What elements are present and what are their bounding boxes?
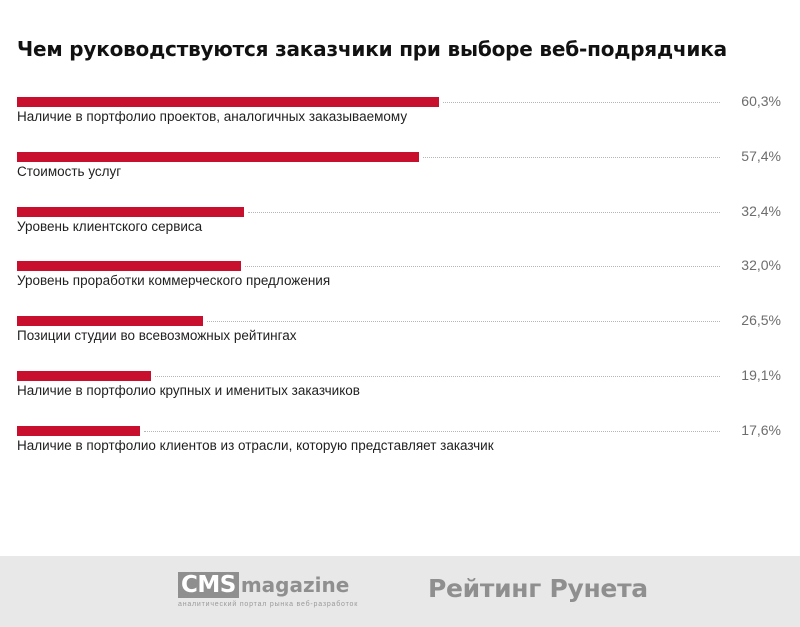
bar-leader-line: [247, 211, 720, 213]
bar-value-label: 17,6%: [741, 421, 781, 438]
cms-logo-word: magazine: [240, 573, 350, 597]
category-label: Уровень проработки коммерческого предлож…: [17, 273, 331, 289]
bar-leader-line: [245, 266, 720, 268]
bar: [17, 151, 419, 162]
category-label: Уровень клиентского сервиса: [17, 218, 203, 234]
footer: CMS magazine аналитический портал рынка в…: [0, 556, 800, 627]
bar: [17, 371, 151, 381]
rating-runeta-logo[interactable]: Рейтинг Рунета: [428, 574, 648, 603]
category-label: Стоимость услуг: [17, 163, 122, 179]
bar-leader-line: [206, 321, 720, 323]
bar-leader-line: [443, 102, 720, 103]
bar: [17, 316, 203, 327]
bar-value-label: 32,0%: [741, 257, 781, 274]
bar-leader-line: [422, 156, 720, 158]
bar-leader-line: [154, 376, 720, 377]
cms-logo-tagline: аналитический портал рынка веб-разработо…: [178, 601, 359, 608]
category-label: Наличие в портфолио проектов, аналогичны…: [17, 109, 408, 124]
category-label: Наличие в портфолио крупных и именитых з…: [17, 383, 360, 398]
cms-logo-mark: CMS: [178, 572, 239, 598]
chart-title: Чем руководствуются заказчики при выборе…: [17, 37, 727, 61]
bar-value-label: 26,5%: [741, 312, 781, 329]
bar: [17, 261, 241, 272]
bar-value-label: 57,4%: [741, 147, 781, 164]
bar-value-label: 60,3%: [741, 93, 781, 109]
bar: [17, 425, 141, 436]
bar: [17, 97, 440, 107]
bar-value-label: 19,1%: [741, 367, 781, 383]
bar: [17, 206, 244, 217]
category-label: Позиции студии во всевозможных рейтингах: [17, 328, 297, 344]
cms-magazine-logo[interactable]: CMS magazine аналитический портал рынка в…: [178, 572, 357, 608]
bar-value-label: 32,4%: [741, 202, 781, 219]
bar-chart: 60,3% Наличие в портфолио проектов, анало…: [17, 93, 781, 453]
bar-leader-line: [144, 430, 720, 432]
category-label: Наличие в портфолио клиентов из отрасли,…: [17, 437, 494, 453]
